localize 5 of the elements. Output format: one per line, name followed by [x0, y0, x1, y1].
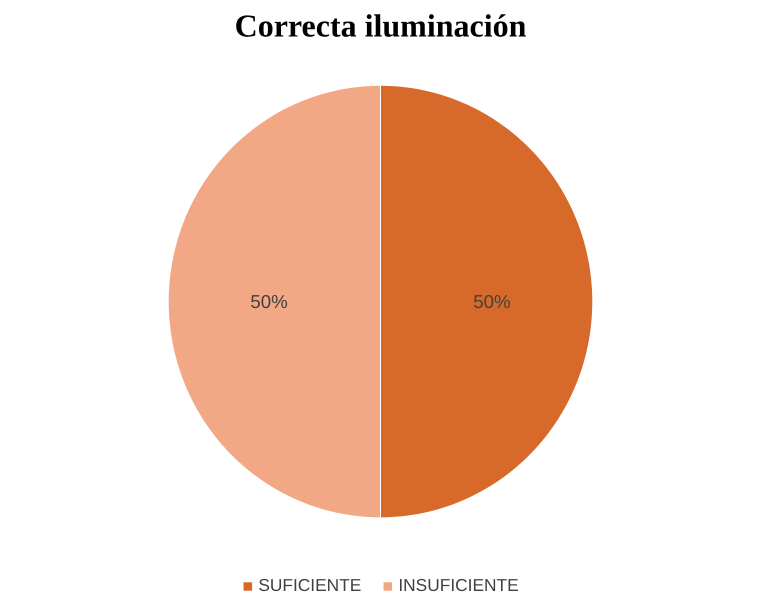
data-label: 50%: [250, 291, 288, 312]
data-label: 50%: [473, 291, 511, 312]
chart-title: Correcta iluminación: [234, 8, 527, 44]
legend-label: SUFICIENTE: [258, 575, 362, 596]
legend-label: INSUFICIENTE: [398, 575, 519, 596]
